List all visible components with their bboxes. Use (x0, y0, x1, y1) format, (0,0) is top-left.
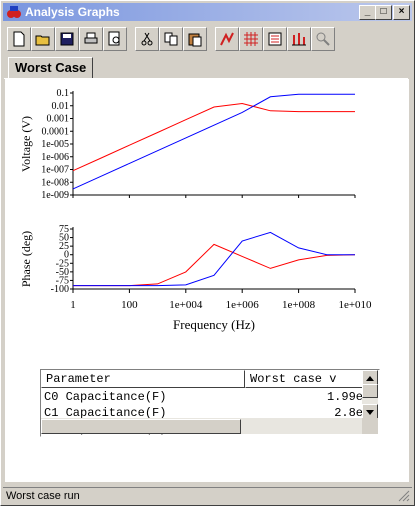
phase-series-line-0 (73, 243, 356, 287)
legend-icon[interactable] (263, 27, 287, 51)
voltage-y-tick-label: 1e-009 (41, 190, 69, 201)
frequency-x-axis-label: Frequency (Hz) (173, 317, 255, 332)
scroll-up-button[interactable] (362, 370, 378, 386)
voltage-y-tick-label: 1e-005 (41, 139, 69, 150)
voltage-series-line-1 (72, 93, 355, 190)
frequency-x-tick-label: 1e+004 (169, 299, 203, 311)
horizontal-scroll-thumb[interactable] (41, 419, 241, 434)
frequency-x-tick-label: 100 (121, 299, 138, 311)
phase-y-tick-label: 25 (59, 241, 69, 252)
frequency-x-tick-label: 1e+008 (282, 299, 316, 311)
value-cell: 2.8e (334, 406, 363, 420)
print-preview-icon[interactable] (103, 27, 127, 51)
voltage-y-tick-label: 0.01 (52, 101, 70, 112)
frequency-x-tick-label: 1e+010 (338, 299, 372, 311)
new-icon[interactable] (7, 27, 31, 51)
graph-properties-icon[interactable] (215, 27, 239, 51)
grid-icon[interactable] (239, 27, 263, 51)
arrow-down-icon (366, 409, 374, 415)
phase-y-tick-label: -100 (51, 284, 69, 295)
arrow-up-icon (366, 375, 374, 381)
scroll-corner (362, 418, 378, 434)
status-text: Worst case run (6, 490, 80, 502)
copy-icon[interactable] (159, 27, 183, 51)
phase-y-tick-label: -25 (56, 258, 69, 269)
title-bar[interactable]: Analysis Graphs _ □ × (3, 3, 412, 21)
print-icon[interactable] (79, 27, 103, 51)
voltage-y-tick-label: 0.001 (47, 114, 70, 125)
parameter-cell: C1 Capacitance(F) (44, 406, 167, 420)
close-button[interactable]: × (393, 5, 410, 20)
minimize-button[interactable]: _ (359, 5, 376, 20)
voltage-y-tick-label: 0.0001 (42, 126, 70, 137)
paste-icon[interactable] (183, 27, 207, 51)
voltage-y-axis-label: Voltage (V) (19, 116, 33, 172)
voltage-y-tick-label: 0.1 (57, 88, 70, 99)
app-icon (7, 6, 21, 18)
open-icon[interactable] (31, 27, 55, 51)
save-icon[interactable] (55, 27, 79, 51)
column-header-parameter[interactable]: Parameter (41, 370, 245, 388)
table-horizontal-scrollbar[interactable] (41, 418, 362, 434)
value-cell: 1.99e (326, 390, 363, 404)
phase-y-tick-label: 0 (64, 250, 69, 261)
voltage-series-line-0 (72, 102, 355, 172)
tab-worst-case[interactable]: Worst Case (8, 57, 94, 79)
voltage-y-tick-label: 1e-007 (41, 165, 69, 176)
scroll-thumb[interactable] (362, 384, 378, 398)
frequency-x-tick-label: 1e+006 (226, 299, 260, 311)
resize-grip-icon[interactable] (398, 490, 410, 502)
phase-y-axis-label: Phase (deg) (19, 231, 33, 287)
phase-y-tick-label: -75 (56, 275, 69, 286)
window-title: Analysis Graphs (25, 5, 120, 19)
voltage-y-tick-label: 1e-006 (41, 152, 69, 163)
phase-series-line-1 (73, 231, 355, 287)
phase-y-tick-label: -50 (56, 267, 69, 278)
tab-bar: Worst Case (4, 57, 412, 79)
cut-icon[interactable] (135, 27, 159, 51)
phase-y-tick-label: 50 (59, 233, 69, 244)
frequency-x-tick-label: 1 (70, 299, 76, 311)
status-bar: Worst case run (3, 487, 412, 504)
cursor-icon[interactable] (287, 27, 311, 51)
parameter-cell: C0 Capacitance(F) (44, 390, 167, 404)
table-vertical-scrollbar[interactable] (362, 370, 378, 420)
voltage-y-tick-label: 1e-008 (41, 177, 69, 188)
graph-plot: 0.10.010.0010.00011e-0051e-0061e-0071e-0… (19, 88, 372, 332)
phase-y-tick-label: 75 (59, 224, 69, 235)
zoom-icon[interactable] (311, 27, 335, 51)
tab-divider (4, 78, 408, 79)
column-header-worst-case[interactable]: Worst case v (245, 370, 371, 388)
maximize-button[interactable]: □ (375, 5, 392, 20)
